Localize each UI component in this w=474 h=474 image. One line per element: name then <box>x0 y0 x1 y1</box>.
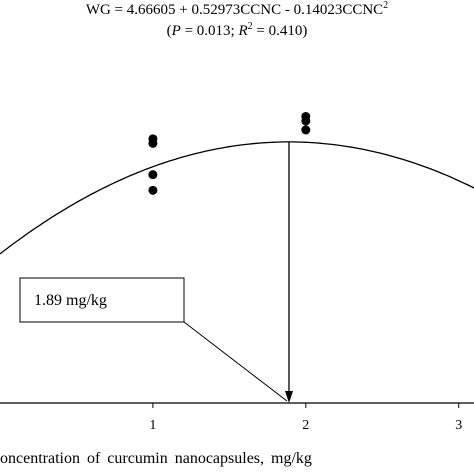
fit-curve-group <box>0 141 474 255</box>
optimum-annotation: 1.89 mg/kg <box>19 141 293 403</box>
x-tick-label: 2 <box>302 418 309 433</box>
regression-equation-text: WG = 4.66605 + 0.52973CCNC - 0.14023CCNC <box>85 2 384 18</box>
data-point <box>148 185 158 195</box>
r-symbol: R <box>238 23 248 39</box>
regression-equation: WG = 4.66605 + 0.52973CCNC - 0.14023CCNC… <box>0 0 474 19</box>
fit-curve <box>0 141 474 255</box>
x-tick-label: 3 <box>455 418 462 433</box>
optimum-arrowhead <box>284 391 293 403</box>
x-tick-label: 1 <box>149 418 156 433</box>
data-point <box>148 138 158 148</box>
annotation-box <box>19 277 185 323</box>
data-point <box>301 116 311 126</box>
annotation-label: 1.89 mg/kg <box>34 292 107 309</box>
p-symbol: P <box>171 23 181 39</box>
x-axis-label: oncentration of curcumin nanocapsules, m… <box>0 450 312 467</box>
regression-statistics: (P = 0.013; R2 = 0.410) <box>0 21 474 40</box>
regression-equation-exponent: 2 <box>383 0 389 11</box>
r-exponent: 2 <box>247 21 253 32</box>
data-point <box>301 125 311 135</box>
annotation-leader-line <box>183 321 288 402</box>
data-point <box>148 170 158 180</box>
p-value: = 0.013; <box>180 23 239 39</box>
stats-open-paren: ( <box>166 23 172 39</box>
r-squared-value: = 0.410) <box>252 23 308 39</box>
data-points <box>148 111 311 195</box>
x-ticks: 1 2 3 <box>149 403 462 433</box>
